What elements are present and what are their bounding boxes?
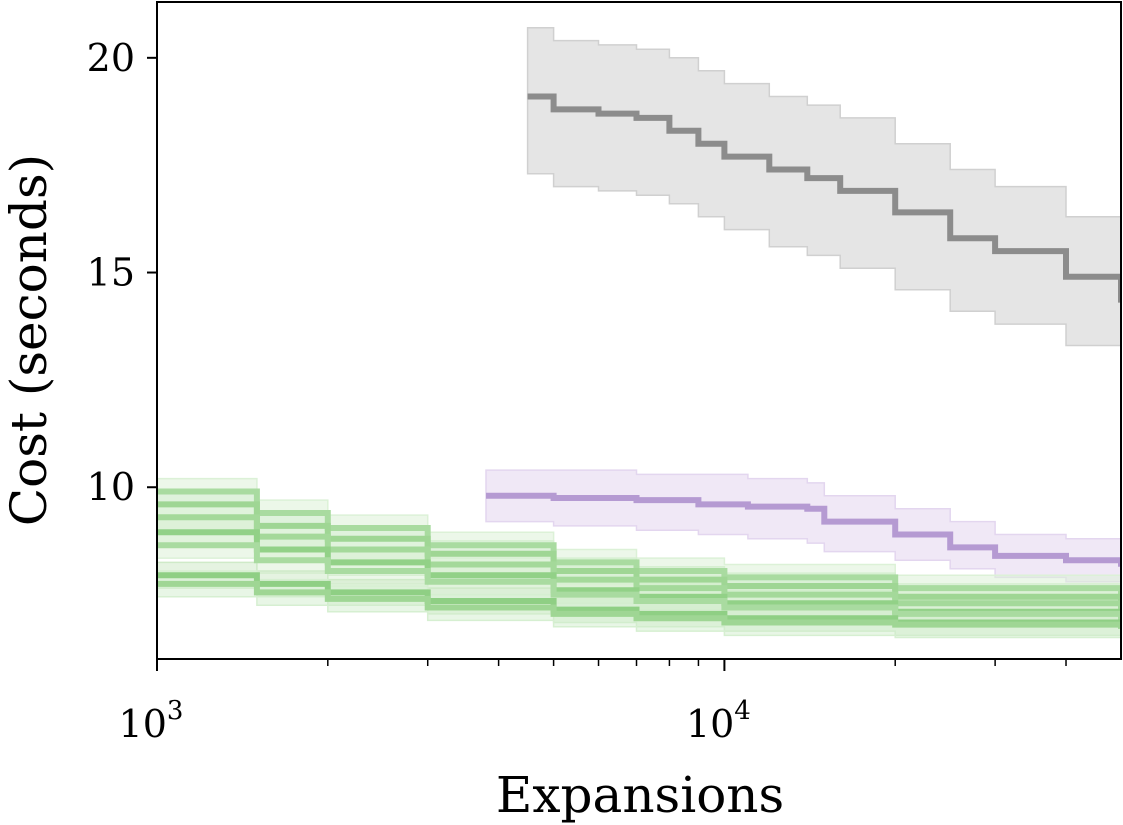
- x-tick-label: 103: [119, 696, 184, 746]
- series-9-line: [157, 580, 1121, 629]
- y-axis-label: Cost (seconds): [0, 154, 58, 526]
- x-tick-label: 104: [686, 696, 751, 746]
- series-1-band: [526, 27, 1121, 363]
- y-tick-label: 20: [87, 36, 135, 80]
- x-axis-label: Expansions: [496, 766, 784, 824]
- series-1-line: [527, 93, 1121, 303]
- y-tick-label: 15: [87, 251, 135, 295]
- y-tick-label: 10: [87, 465, 135, 509]
- axes: 10 15 20 103 104: [87, 1, 1122, 746]
- series-7-line: [157, 542, 1121, 621]
- plot-frame: [156, 1, 1122, 660]
- series-2-line: [486, 492, 1121, 567]
- series-lines: [157, 93, 1121, 629]
